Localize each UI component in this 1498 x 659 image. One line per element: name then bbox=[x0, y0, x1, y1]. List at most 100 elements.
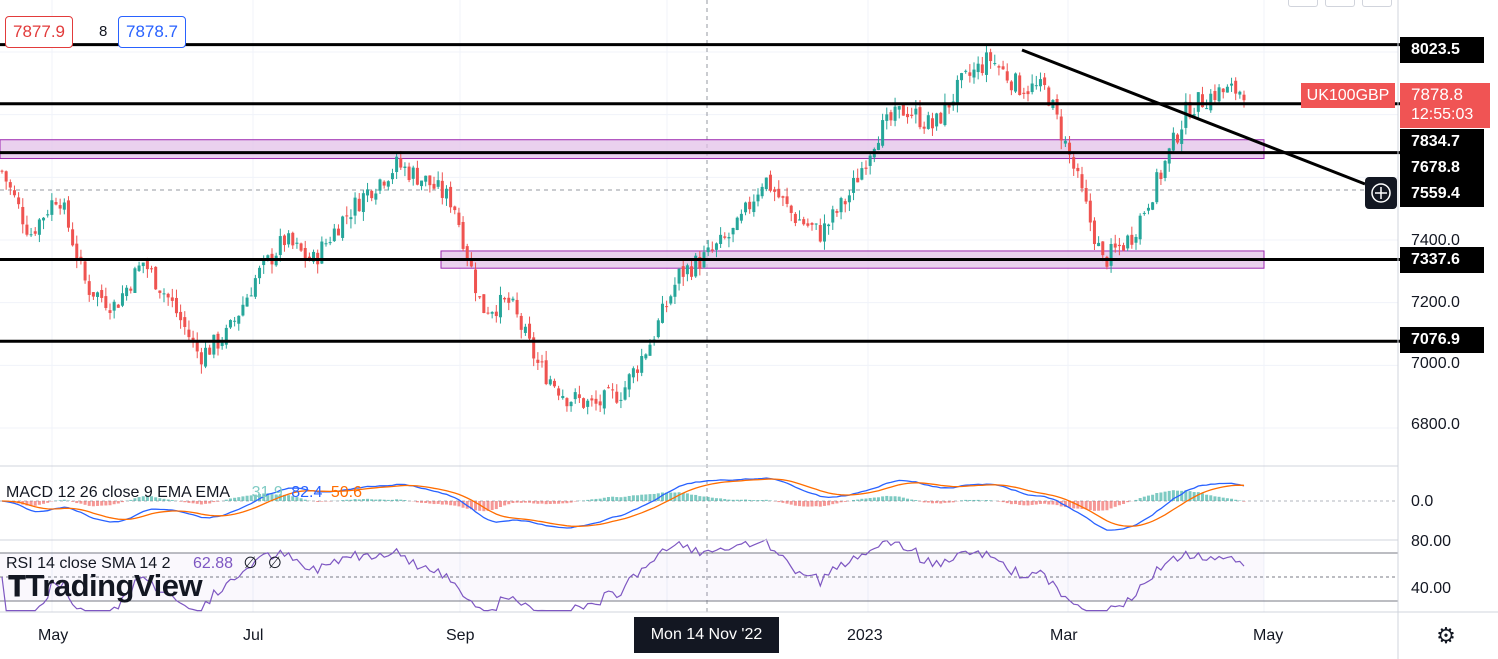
macd-hist-bar bbox=[46, 501, 50, 503]
crosshair-plus-icon[interactable] bbox=[1365, 177, 1397, 209]
candle-body bbox=[411, 167, 415, 179]
candle-body bbox=[145, 261, 149, 270]
candle-body bbox=[993, 63, 997, 65]
toolbar-button[interactable] bbox=[1325, 0, 1355, 7]
sell-price-button[interactable]: 7877.9 bbox=[5, 16, 73, 48]
candle-body bbox=[814, 223, 818, 225]
price-tick: 6800.0 bbox=[1411, 416, 1460, 433]
rsi-extra-value: ∅ bbox=[267, 555, 282, 572]
macd-legend[interactable]: MACD 12 26 close 9 EMA EMA 31.9 82.4 50.… bbox=[6, 484, 362, 502]
candle-body bbox=[984, 52, 988, 75]
candle-body bbox=[964, 70, 968, 72]
candle-body bbox=[258, 267, 262, 279]
macd-hist-bar bbox=[100, 501, 104, 506]
macd-hist-bar bbox=[947, 501, 951, 503]
macd-hist-bar bbox=[1072, 501, 1076, 509]
macd-hist-bar bbox=[1146, 495, 1150, 501]
toolbar-button[interactable] bbox=[1288, 0, 1318, 7]
macd-hist-bar bbox=[511, 501, 515, 503]
candle-body bbox=[403, 166, 407, 168]
rsi-tick: 80.00 bbox=[1411, 533, 1452, 550]
macd-hist-bar bbox=[565, 501, 569, 504]
macd-hist-bar bbox=[677, 492, 681, 501]
macd-hist-bar bbox=[1092, 501, 1096, 511]
candle-body bbox=[665, 306, 669, 308]
candle-body bbox=[282, 235, 286, 246]
macd-hist-bar bbox=[528, 501, 532, 503]
candle-body bbox=[1221, 88, 1225, 93]
macd-hist-bar bbox=[266, 493, 270, 501]
candle-body bbox=[1063, 140, 1067, 144]
candle-body bbox=[187, 329, 191, 338]
candle-body bbox=[669, 296, 673, 304]
candle-body bbox=[420, 180, 424, 187]
candle-body bbox=[54, 202, 58, 205]
macd-hist-bar bbox=[989, 500, 993, 501]
macd-hist-bar bbox=[910, 499, 914, 501]
candle-body bbox=[453, 206, 457, 211]
chart-grid bbox=[0, 0, 1398, 612]
candle-body bbox=[935, 113, 939, 127]
candle-body bbox=[370, 190, 374, 199]
candle-body bbox=[602, 390, 606, 409]
macd-hist-bar bbox=[378, 499, 382, 501]
macd-hist-bar bbox=[802, 501, 806, 507]
time-label: Sep bbox=[446, 627, 475, 644]
macd-hist-bar bbox=[1005, 501, 1009, 504]
macd-hist-bar bbox=[644, 494, 648, 501]
macd-hist-bar bbox=[1030, 501, 1034, 505]
macd-hist-bar bbox=[793, 501, 797, 506]
macd-hist-bar bbox=[75, 501, 79, 504]
candle-body bbox=[357, 198, 361, 212]
macd-hist-bar bbox=[1225, 498, 1229, 501]
rsi-legend[interactable]: RSI 14 close SMA 14 2 62.88 ∅ ∅ bbox=[6, 553, 282, 573]
candle-body bbox=[478, 296, 482, 298]
macd-hist-bar bbox=[702, 496, 706, 501]
macd-hist-bar bbox=[199, 501, 203, 505]
candle-body bbox=[615, 391, 619, 403]
candle-body bbox=[802, 219, 806, 225]
macd-hist-bar bbox=[818, 501, 822, 507]
macd-hist-bar bbox=[727, 499, 731, 501]
candle-body bbox=[503, 297, 507, 300]
candle-body bbox=[336, 228, 340, 236]
toolbar-button[interactable] bbox=[1362, 0, 1392, 7]
trendline[interactable] bbox=[1021, 48, 1366, 186]
time-label: 2023 bbox=[847, 627, 883, 644]
macd-hist-bar bbox=[623, 496, 627, 501]
macd-hist-bar bbox=[852, 499, 856, 501]
gear-icon[interactable]: ⚙ bbox=[1436, 623, 1456, 648]
candle-body bbox=[744, 202, 748, 213]
macd-hist-bar bbox=[557, 501, 561, 504]
buy-price-button[interactable]: 7878.7 bbox=[118, 16, 186, 48]
candle-body bbox=[1022, 92, 1026, 94]
macd-hist-bar bbox=[42, 501, 46, 504]
price-tick: 7400.0 bbox=[1411, 232, 1460, 249]
candle-body bbox=[864, 167, 868, 169]
macd-hist-bar bbox=[611, 496, 615, 501]
candle-body bbox=[42, 217, 46, 221]
candle-body bbox=[1138, 215, 1142, 240]
candle-body bbox=[465, 246, 469, 260]
candle-body bbox=[4, 171, 8, 182]
candle-body bbox=[1163, 160, 1167, 178]
macd-hist-bar bbox=[370, 499, 374, 501]
macd-hist-bar bbox=[453, 501, 457, 506]
candle-body bbox=[582, 398, 586, 408]
candle-body bbox=[366, 189, 370, 196]
horizontal-levels[interactable] bbox=[0, 43, 1400, 343]
candle-body bbox=[457, 212, 461, 225]
candle-body bbox=[1014, 73, 1018, 92]
macd-hist-bar bbox=[1051, 501, 1055, 505]
macd-hist-bar bbox=[303, 499, 307, 501]
candle-body bbox=[303, 247, 307, 259]
macd-hist-bar bbox=[648, 494, 652, 501]
candle-body bbox=[760, 186, 764, 197]
candle-body bbox=[972, 69, 976, 78]
candle-body bbox=[922, 126, 926, 129]
candle-body bbox=[0, 170, 4, 172]
macd-hist-bar bbox=[1047, 501, 1051, 505]
macd-hist-bar bbox=[79, 501, 83, 504]
macd-hist-bar bbox=[195, 501, 199, 504]
